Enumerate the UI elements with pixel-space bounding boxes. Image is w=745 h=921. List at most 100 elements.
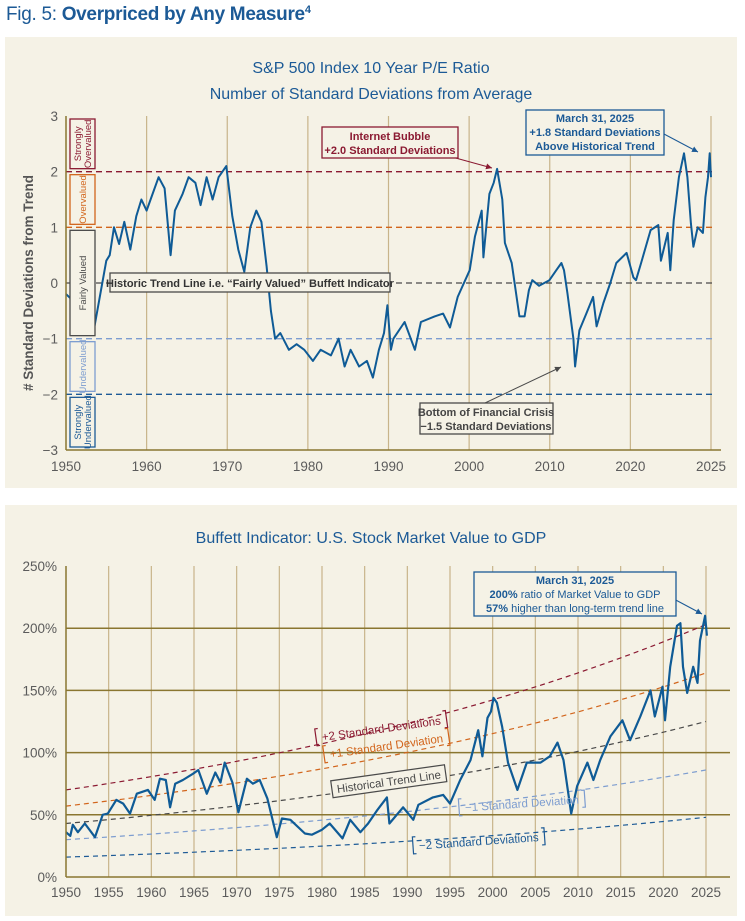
annotation-text: March 31, 2025 <box>556 113 634 125</box>
valuation-zone: Fairly Valued <box>69 229 96 337</box>
annotation-box <box>321 126 459 159</box>
valuation-zone: Overvalued <box>69 174 96 225</box>
zone-box <box>69 229 96 337</box>
x-tick-label: 1950 <box>51 885 81 900</box>
x-tick-label: 1955 <box>94 885 124 900</box>
annotation-historic-trend: Historic Trend Line i.e. “Fairly Valued”… <box>106 272 395 293</box>
x-tick-label: 1975 <box>264 885 294 900</box>
bracket-left <box>322 744 329 764</box>
x-tick-label: 2000 <box>478 885 508 900</box>
figure-caption: Fig. 5: Overpriced by Any Measure4 <box>6 4 311 26</box>
y-tick-label: 100% <box>22 746 57 761</box>
x-tick-label: 1980 <box>293 459 323 474</box>
bracket-right <box>442 709 449 729</box>
annotation-text: +1.8 Standard Deviations <box>529 127 660 139</box>
std-dev-band-line <box>65 672 707 807</box>
annotation-text: Historic Trend Line i.e. “Fairly Valued”… <box>106 278 395 290</box>
chart-title: S&P 500 Index 10 Year P/E Ratio <box>252 60 489 77</box>
y-tick-label: −3 <box>43 443 58 458</box>
zone-label: Undervalued <box>78 340 89 394</box>
annotation-text: Above Historical Trend <box>535 141 655 153</box>
annotation-text: 200% ratio of Market Value to GDP <box>490 589 661 601</box>
bracket-left <box>411 836 417 855</box>
zone-box <box>69 174 96 225</box>
y-tick-label: 0 <box>50 276 58 291</box>
annotation-arrow <box>671 597 703 615</box>
band-label: Historical Trend Line <box>330 764 448 799</box>
zone-label: Strongly <box>73 404 84 439</box>
x-tick-label: 2015 <box>606 885 636 900</box>
zone-label: Overvalued <box>83 120 94 169</box>
x-tick-label: 2005 <box>520 885 550 900</box>
annotation-arrow <box>484 366 562 404</box>
zone-label: Undervalued <box>83 395 94 449</box>
annotation-text: −1.5 Standard Deviations <box>420 421 551 433</box>
x-tick-label: 2020 <box>648 885 678 900</box>
annotation-box <box>419 402 554 435</box>
valuation-zone: Undervalued <box>69 340 96 394</box>
buffett-indicator-chart: Buffett Indicator: U.S. Stock Market Val… <box>5 505 737 916</box>
pe-ratio-chart: S&P 500 Index 10 Year P/E Ratio Number o… <box>5 37 737 488</box>
y-tick-label: 0% <box>37 870 57 885</box>
x-tick-label: 1990 <box>392 885 422 900</box>
market-value-to-gdp-line <box>65 614 708 840</box>
y-tick-label: 1 <box>50 220 58 235</box>
bracket-right <box>444 727 451 747</box>
bracket-right <box>581 789 587 808</box>
annotation-text: 57% higher than long-term trend line <box>486 603 664 615</box>
annotation-arrow <box>663 133 699 153</box>
y-tick-label: −1 <box>43 332 58 347</box>
x-tick-label: 2000 <box>454 459 484 474</box>
x-tick-label: 1965 <box>179 885 209 900</box>
x-tick-label: 1980 <box>307 885 337 900</box>
x-tick-label: 1970 <box>222 885 252 900</box>
footnote-marker[interactable]: 4 <box>304 4 311 16</box>
zone-box <box>69 396 96 448</box>
x-tick-label: 2025 <box>691 885 721 900</box>
annotation-financial-crisis: Bottom of Financial Crisis −1.5 Standard… <box>418 366 562 435</box>
y-axis-label: # Standard Deviations from Trend <box>21 175 36 391</box>
x-tick-label: 1990 <box>373 459 403 474</box>
y-tick-label: 3 <box>50 109 58 124</box>
x-tick-label: 1960 <box>132 459 162 474</box>
y-tick-label: 50% <box>30 808 57 823</box>
bracket-right <box>540 827 546 846</box>
x-tick-label: 2025 <box>696 459 726 474</box>
x-tick-label: 1995 <box>435 885 465 900</box>
annotation-march-2025: March 31, 2025 +1.8 Standard Deviations … <box>525 109 699 156</box>
annotation-box <box>473 571 677 617</box>
chart-panel <box>5 505 737 916</box>
zone-label: Fairly Valued <box>78 256 89 311</box>
valuation-zone: Strongly Overvalued <box>69 118 96 170</box>
chart-panel <box>5 37 737 488</box>
annotation-box <box>109 272 391 293</box>
valuation-zone: Strongly Undervalued <box>69 395 96 449</box>
zone-box <box>69 118 96 170</box>
y-tick-label: 200% <box>22 621 57 636</box>
annotation-text: Internet Bubble <box>350 131 431 143</box>
chart-title: Buffett Indicator: U.S. Stock Market Val… <box>196 530 547 547</box>
annotation-text: Bottom of Financial Crisis <box>418 407 554 419</box>
bracket-left <box>457 798 463 817</box>
zone-label: Strongly <box>73 126 84 161</box>
y-tick-label: −2 <box>43 387 58 402</box>
std-dev-band-line <box>65 816 707 858</box>
annotation-text: +2.0 Standard Deviations <box>324 145 455 157</box>
zone-box <box>69 341 96 392</box>
x-tick-label: 1950 <box>51 459 81 474</box>
y-tick-label: 250% <box>22 559 57 574</box>
band-label-box <box>330 764 448 799</box>
annotation-internet-bubble: Internet Bubble +2.0 Standard Deviations <box>321 126 493 170</box>
x-tick-label: 2010 <box>535 459 565 474</box>
y-tick-label: 2 <box>50 165 58 180</box>
chart-subtitle: Number of Standard Deviations from Avera… <box>210 86 533 103</box>
zone-label: Overvalued <box>78 175 89 224</box>
x-tick-label: 1970 <box>212 459 242 474</box>
annotation-march-2025-gdp: March 31, 2025 200% ratio of Market Valu… <box>473 571 703 617</box>
pe-deviation-line <box>65 152 712 379</box>
figure-title: Overpriced by Any Measure <box>61 4 305 26</box>
bracket-left <box>314 727 321 747</box>
annotation-box <box>525 109 665 156</box>
std-dev-band-line <box>65 623 707 791</box>
